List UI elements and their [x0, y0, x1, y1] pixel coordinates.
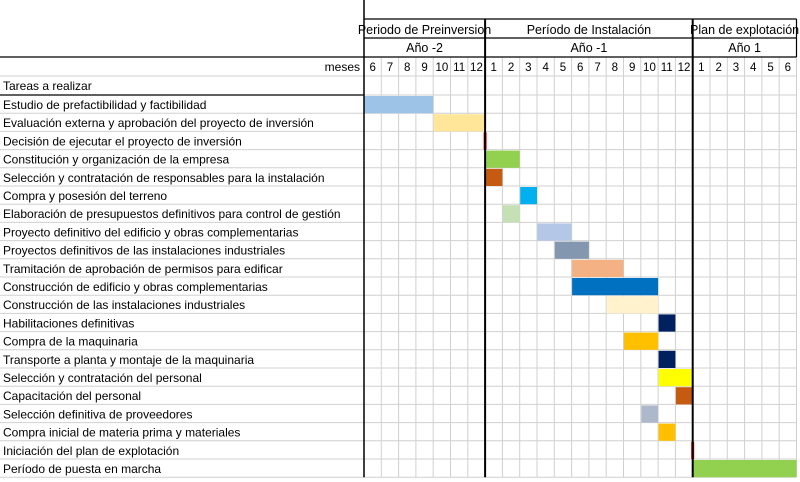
month-label: 6 [369, 62, 375, 74]
month-label: 1 [698, 62, 704, 74]
task-label: Compra y posesión del terreno [3, 189, 167, 203]
task-bar [572, 259, 624, 277]
task-bar [693, 460, 797, 478]
month-label: 5 [560, 62, 566, 74]
task-bar [606, 296, 659, 314]
task-label: Selección y contratación de responsables… [3, 171, 325, 185]
task-bars [364, 96, 797, 478]
months-row-label: meses [325, 60, 360, 74]
task-bar [520, 187, 537, 205]
task-bar [485, 168, 503, 186]
task-bar [641, 405, 659, 423]
task-bar [554, 241, 589, 259]
month-label: 6 [785, 62, 791, 74]
period-label: Plan de explotación [690, 23, 799, 37]
month-label: 10 [643, 62, 656, 74]
task-label: Período de puesta en marcha [3, 462, 161, 476]
year-label: Año -1 [570, 41, 607, 55]
month-label: 2 [715, 62, 721, 74]
month-label: 9 [629, 62, 635, 74]
task-label: Construcción de las instalaciones indust… [3, 298, 245, 312]
month-label: 11 [661, 62, 673, 74]
month-label: 3 [733, 62, 739, 74]
month-label: 5 [767, 62, 773, 74]
month-label: 7 [387, 62, 393, 74]
month-label: 1 [491, 62, 497, 74]
task-bar [675, 387, 693, 405]
task-label: Selección definitiva de proveedores [3, 407, 192, 421]
task-bar [485, 150, 520, 168]
month-label: 8 [404, 62, 410, 74]
month-label: 10 [435, 62, 448, 74]
month-label: 4 [542, 62, 549, 74]
task-label: Evaluación externa y aprobación del proy… [3, 116, 314, 130]
task-bar [624, 332, 659, 350]
month-label: 6 [577, 62, 583, 74]
task-bar [364, 96, 434, 114]
section-label: Tareas a realizar [3, 79, 92, 93]
labels: Periodo de Preinversion Período de Instal… [3, 23, 799, 476]
task-label: Decisión de ejecutar el proyecto de inve… [3, 134, 242, 148]
task-label: Elaboración de presupuestos definitivos … [3, 207, 341, 221]
task-bar [537, 223, 572, 241]
task-bar [658, 423, 676, 441]
month-label: 3 [525, 62, 531, 74]
month-label: 9 [421, 62, 427, 74]
task-bar [658, 369, 693, 387]
period-label: Periodo de Preinversion [358, 23, 491, 37]
task-label: Compra inicial de materia prima y materi… [3, 426, 240, 440]
task-bar [502, 205, 520, 223]
task-label: Estudio de prefactibilidad y factibilida… [3, 98, 206, 112]
task-bar [572, 278, 659, 296]
month-label: 11 [453, 62, 465, 74]
task-label: Proyecto definitivo del edificio y obras… [3, 225, 298, 239]
task-label: Selección y contratación del personal [3, 371, 202, 385]
month-label: 4 [750, 62, 757, 74]
month-label: 12 [470, 62, 483, 74]
month-label: 7 [594, 62, 600, 74]
task-label: Proyectos definitivos de las instalacion… [3, 244, 285, 258]
task-label: Construcción de edificio y obras complem… [3, 280, 268, 294]
task-label: Habilitaciones definitivas [3, 316, 134, 330]
year-label: Año 1 [728, 41, 761, 55]
task-bar [658, 314, 676, 332]
year-label: Año -2 [406, 41, 443, 55]
task-bar [658, 350, 676, 368]
task-bar [433, 114, 486, 132]
task-label: Tramitación de aprobación de permisos pa… [3, 262, 283, 276]
month-label: 12 [678, 62, 691, 74]
month-label: 8 [612, 62, 618, 74]
task-label: Transporte a planta y montaje de la maqu… [3, 353, 254, 367]
task-label: Iniciación del plan de explotación [3, 444, 179, 458]
task-label: Constitución y organización de la empres… [3, 153, 229, 167]
task-label: Capacitación del personal [3, 389, 141, 403]
period-label: Período de Instalación [527, 23, 651, 37]
task-label: Compra de la maquinaria [3, 335, 138, 349]
month-label: 2 [508, 62, 514, 74]
